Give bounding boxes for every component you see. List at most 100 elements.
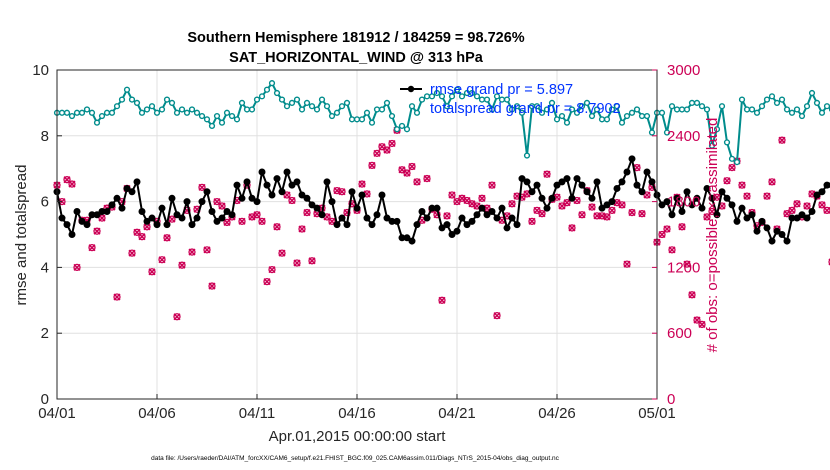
- obs-possible-marker: [63, 176, 71, 184]
- rmse-point: [528, 188, 536, 196]
- totalspread-point: [348, 116, 356, 123]
- obs-assimilated-marker: [578, 211, 586, 219]
- totalspread-point: [133, 99, 141, 107]
- totalspread-point: [613, 103, 621, 110]
- rmse-point: [238, 194, 246, 202]
- totalspread-point: [418, 96, 426, 103]
- rmse-point: [73, 207, 81, 215]
- legend-rmse-marker: [407, 85, 415, 93]
- totalspread-point: [298, 106, 306, 113]
- obs-assimilated-marker: [543, 170, 551, 178]
- totalspread-point: [118, 96, 126, 103]
- x-axis-label: Apr.01,2015 00:00:00 start: [269, 428, 447, 445]
- totalspread-point: [658, 109, 666, 116]
- legend: rmse grand pr = 5.897 totalspread grand …: [400, 82, 621, 117]
- rmse-point: [533, 181, 541, 189]
- obs-count-point: [443, 212, 451, 220]
- obs-count-point: [788, 206, 796, 215]
- obs-count-point: [793, 200, 801, 208]
- obs-assimilated-marker: [258, 217, 266, 225]
- obs-assimilated-marker: [358, 180, 366, 188]
- obs-assimilated-marker: [448, 191, 456, 199]
- obs-possible-marker: [668, 246, 676, 254]
- totalspread-point: [628, 109, 636, 116]
- rmse-point: [743, 214, 751, 222]
- obs-count-point: [178, 261, 186, 269]
- rmse-point: [543, 204, 551, 212]
- rmse-point: [758, 217, 766, 225]
- rmse-point: [728, 201, 736, 209]
- obs-count-point: [493, 312, 501, 320]
- obs-possible-marker: [68, 180, 76, 188]
- obs-possible-marker: [593, 212, 601, 220]
- obs-possible-marker: [538, 210, 546, 218]
- obs-possible-marker: [703, 213, 711, 221]
- y-left-tick-label: 4: [41, 259, 49, 276]
- rmse-point: [813, 191, 821, 199]
- obs-count-point: [703, 213, 711, 221]
- obs-assimilated-marker: [273, 223, 281, 231]
- totalspread-point: [428, 93, 436, 100]
- rmse-point: [188, 221, 196, 229]
- rmse-point: [678, 207, 686, 215]
- obs-assimilated-marker: [688, 291, 696, 299]
- rmse-point: [203, 188, 211, 196]
- obs-assimilated-marker: [223, 218, 231, 226]
- legend-rmse-label: rmse grand pr = 5.897: [430, 82, 573, 98]
- obs-assimilated-marker: [268, 266, 276, 274]
- rmse-point: [663, 198, 671, 206]
- obs-count-point: [828, 258, 830, 266]
- totalspread-point: [98, 112, 106, 120]
- obs-assimilated-marker: [68, 180, 76, 188]
- totalspread-point: [343, 99, 351, 107]
- obs-assimilated-marker: [768, 178, 776, 186]
- obs-possible-marker: [408, 162, 416, 171]
- obs-assimilated-marker: [128, 249, 136, 257]
- rmse-point: [638, 188, 646, 196]
- obs-count-point: [263, 278, 271, 286]
- obs-possible-marker: [688, 291, 696, 299]
- obs-count-point: [163, 234, 171, 242]
- obs-possible-marker: [763, 192, 771, 200]
- obs-assimilated-marker: [663, 225, 671, 233]
- totalspread-point: [143, 106, 151, 113]
- chart-title: Southern Hemisphere 181912 / 184259 = 98…: [187, 30, 524, 46]
- rmse-point: [443, 221, 451, 229]
- obs-possible-marker: [373, 149, 381, 157]
- obs-assimilated-marker: [728, 164, 736, 172]
- x-tick-label: 04/01: [38, 405, 76, 422]
- rmse-point: [708, 194, 716, 202]
- obs-possible-marker: [203, 246, 211, 254]
- rmse-point: [298, 191, 306, 199]
- obs-assimilated-marker: [493, 312, 501, 320]
- rmse-point: [243, 178, 251, 186]
- obs-assimilated-marker: [338, 188, 346, 196]
- obs-assimilated-marker: [568, 224, 576, 232]
- obs-possible-marker: [308, 257, 316, 265]
- obs-count-point: [688, 291, 696, 299]
- y-axis-left-label: rmse and totalspread: [13, 165, 30, 306]
- obs-assimilated-marker: [588, 203, 596, 211]
- rmse-point: [418, 207, 426, 215]
- totalspread-point: [538, 109, 546, 116]
- totalspread-point: [163, 96, 171, 103]
- obs-count-point: [508, 200, 516, 208]
- rmse-point: [773, 227, 781, 235]
- rmse-point: [343, 221, 351, 229]
- totalspread-point: [68, 112, 76, 120]
- rmse-point: [223, 207, 231, 215]
- y-right-tick-label: 1800: [667, 194, 700, 211]
- totalspread-point: [548, 99, 556, 107]
- totalspread-point: [63, 109, 71, 116]
- obs-assimilated-marker: [763, 192, 771, 200]
- totalspread-point: [553, 116, 561, 123]
- obs-assimilated-marker: [148, 268, 156, 276]
- rmse-point: [408, 237, 416, 245]
- totalspread-point: [783, 106, 791, 113]
- obs-possible-marker: [198, 183, 206, 191]
- rmse-point: [538, 194, 546, 202]
- obs-possible-marker: [263, 278, 271, 286]
- totalspread-point: [733, 159, 741, 166]
- totalspread-point: [83, 106, 91, 113]
- rmse-point: [303, 194, 311, 202]
